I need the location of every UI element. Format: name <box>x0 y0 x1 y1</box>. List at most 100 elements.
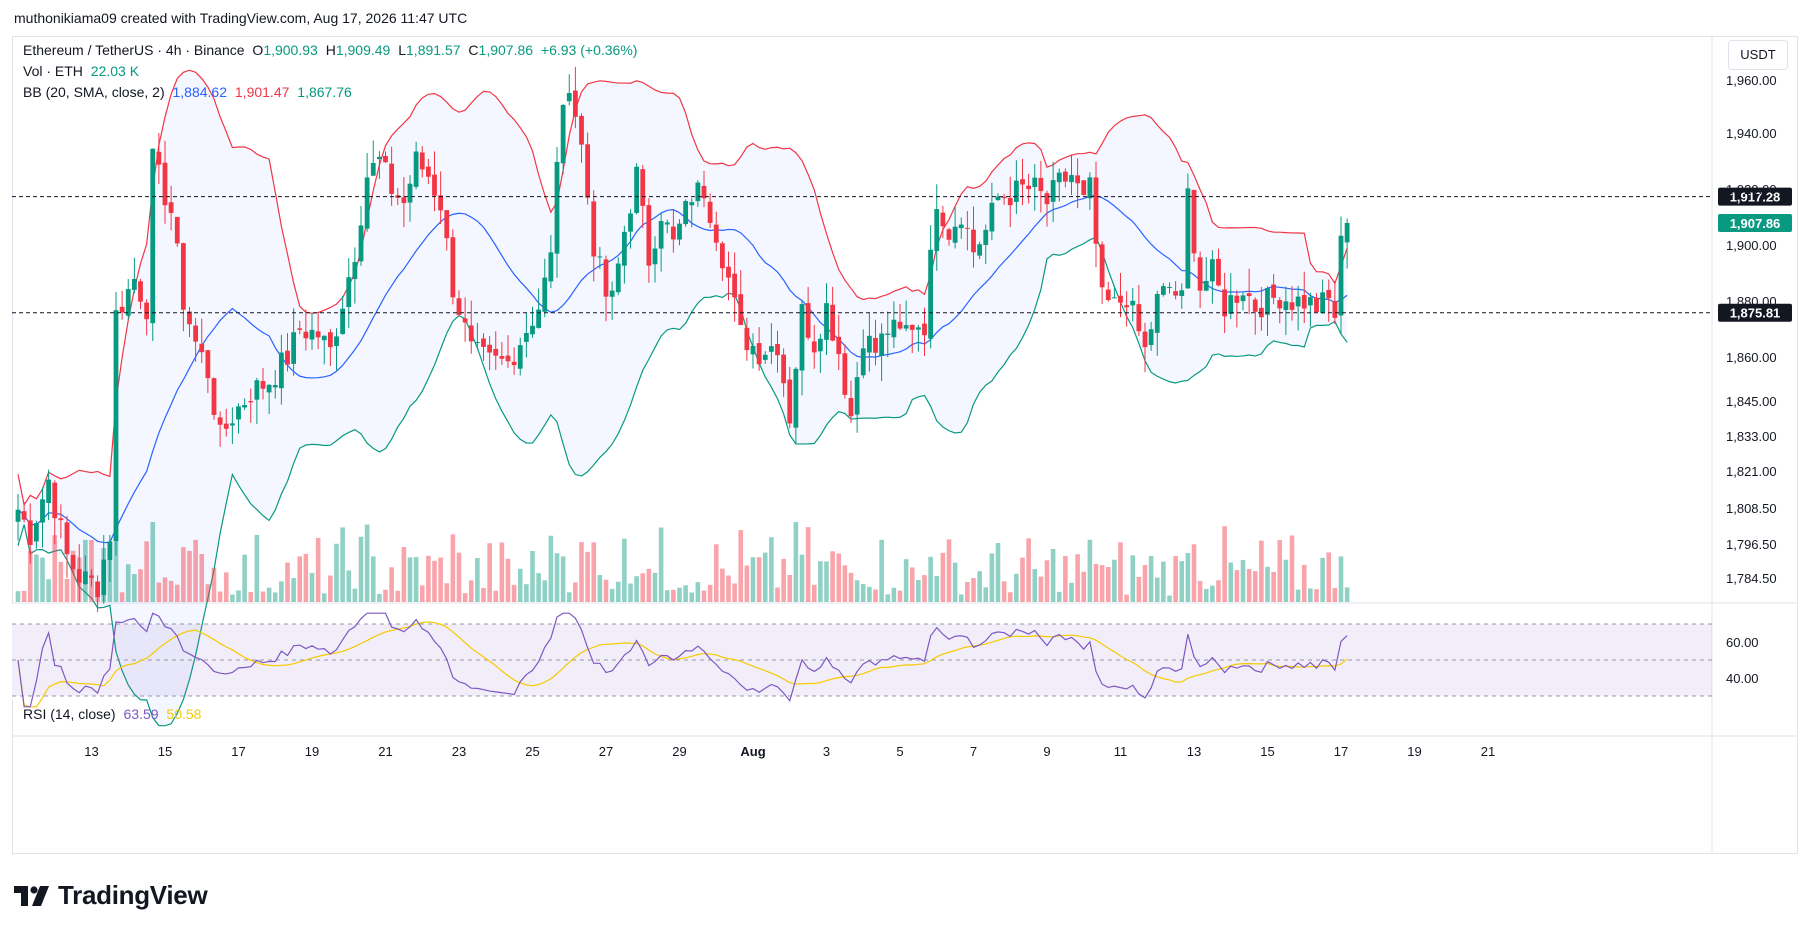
candle-body <box>530 325 535 335</box>
price-tick-label: 1,880.00 <box>1726 294 1777 309</box>
volume-bar <box>1301 564 1307 602</box>
candle-body <box>591 201 597 257</box>
volume-bar <box>573 582 578 602</box>
volume-bar <box>303 553 309 602</box>
candle-body <box>327 332 333 348</box>
candle-body <box>419 152 425 170</box>
volume-bar <box>1179 561 1185 602</box>
time-tick-label: 15 <box>158 744 172 759</box>
volume-bar <box>1289 535 1295 602</box>
candle-body <box>1136 304 1142 332</box>
candle-body <box>456 298 462 315</box>
volume-bar <box>254 534 260 602</box>
candle-body <box>1026 185 1032 190</box>
volume-bar <box>181 547 186 602</box>
volume-bar <box>1124 594 1129 602</box>
volume-bar <box>401 547 407 602</box>
price-chart[interactable]: 1,917.28 1,875.81 1,907.86 1,960.00 1,940.00… <box>12 36 1798 854</box>
candle-body <box>646 205 652 266</box>
volume-bar <box>530 550 535 602</box>
volume-bar <box>1038 576 1044 602</box>
candle-body <box>1320 292 1326 314</box>
candle-body <box>493 348 499 356</box>
legend-symbol: Ethereum / TetherUS · 4h · Binance <box>23 42 245 58</box>
tradingview-logo-icon <box>14 885 49 906</box>
volume-bar <box>1210 585 1215 602</box>
candle-body <box>315 331 321 338</box>
volume-bar <box>695 582 701 602</box>
candle-body <box>903 325 909 329</box>
volume-bar <box>1032 569 1038 602</box>
candle-body <box>799 304 805 371</box>
volume-bar <box>916 580 921 602</box>
candle-body <box>781 354 787 384</box>
legend-vol-label: Vol · ETH <box>23 63 83 79</box>
candle-body <box>848 398 854 417</box>
volume-bar <box>1320 557 1325 602</box>
volume-bar <box>1332 588 1338 602</box>
volume-bar <box>1063 555 1068 602</box>
time-tick-label: 29 <box>672 744 686 759</box>
volume-bar <box>15 591 21 602</box>
candle-body <box>670 226 676 240</box>
volume-bar <box>1105 566 1111 602</box>
time-tick-label: 27 <box>599 744 613 759</box>
volume-bar <box>1308 588 1313 602</box>
candle-body <box>579 115 584 145</box>
volume-bar <box>205 584 211 602</box>
volume-bar <box>1007 592 1013 602</box>
candle-body <box>940 212 946 227</box>
volume-bar <box>1295 589 1301 602</box>
candle-body <box>236 406 241 420</box>
candle-body <box>76 569 82 583</box>
candle-body <box>983 229 989 245</box>
candle-body <box>205 350 211 379</box>
candle-body <box>817 338 823 352</box>
volume-bar <box>211 567 217 602</box>
volume-bar <box>1136 576 1142 602</box>
volume-bar <box>487 543 492 602</box>
candle-body <box>199 343 205 353</box>
volume-bar <box>946 539 952 602</box>
candle-body <box>468 325 474 342</box>
time-tick-label: Aug <box>740 744 765 759</box>
candle-body <box>27 520 33 545</box>
candle-body <box>450 237 456 298</box>
candle-body <box>572 90 578 117</box>
volume-bar <box>450 534 456 602</box>
volume-bar <box>370 556 376 602</box>
candle-body <box>1062 171 1068 182</box>
candle-body <box>830 304 836 341</box>
candle-body <box>358 225 364 262</box>
candle-body <box>162 162 168 206</box>
candle-body <box>505 355 511 362</box>
volume-bar <box>162 577 168 602</box>
volume-bar <box>138 569 143 602</box>
currency-button[interactable]: USDT <box>1728 40 1788 70</box>
candle-body <box>113 310 119 541</box>
candle-body <box>309 329 315 340</box>
legend-c-label: C <box>468 42 479 58</box>
candle-body <box>481 338 486 347</box>
candle-body <box>909 324 915 330</box>
volume-bar <box>40 557 45 602</box>
volume-bar <box>524 584 529 602</box>
candle-body <box>1056 172 1062 183</box>
price-line-label-0: 1,917.28 <box>1730 190 1781 205</box>
volume-bar <box>125 564 131 602</box>
candle-body <box>1007 198 1013 206</box>
volume-bar <box>248 591 254 602</box>
volume-bar <box>1161 561 1166 602</box>
volume-bar <box>377 593 382 602</box>
candle-body <box>621 231 627 266</box>
candle-body <box>364 177 370 229</box>
volume-bar <box>1075 554 1080 602</box>
legend-high: 1,909.49 <box>335 42 391 58</box>
candle-body <box>536 309 542 328</box>
time-tick-label: 5 <box>896 744 903 759</box>
candle-body <box>487 344 493 353</box>
candle-body <box>836 336 842 355</box>
candle-body <box>701 185 707 199</box>
volume-bar <box>854 580 860 602</box>
candle-body <box>1142 331 1148 348</box>
